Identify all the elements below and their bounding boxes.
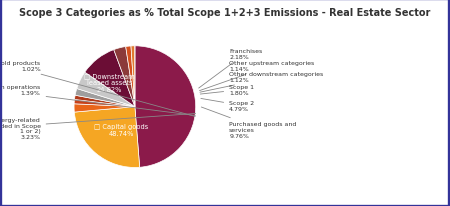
Wedge shape — [131, 47, 135, 107]
Wedge shape — [114, 47, 135, 107]
Wedge shape — [135, 47, 196, 167]
Text: Scope 1
1.80%: Scope 1 1.80% — [200, 85, 254, 96]
Wedge shape — [126, 47, 135, 107]
Text: Franchises
2.18%: Franchises 2.18% — [199, 48, 262, 89]
Wedge shape — [75, 89, 135, 107]
Text: Other downstream categories
1.12%: Other downstream categories 1.12% — [200, 71, 324, 93]
Wedge shape — [85, 50, 135, 107]
Text: Other upstream categories
1.14%: Other upstream categories 1.14% — [199, 61, 315, 91]
Text: Purchased goods and
services
9.76%: Purchased goods and services 9.76% — [201, 108, 297, 138]
Text: □ Capital goods
48.74%: □ Capital goods 48.74% — [94, 124, 148, 137]
Text: Use of sold products
1.02%: Use of sold products 1.02% — [0, 61, 195, 117]
Wedge shape — [74, 107, 140, 168]
Wedge shape — [74, 100, 135, 107]
Text: Scope 3 Categories as % Total Scope 1+2+3 Emissions - Real Estate Sector: Scope 3 Categories as % Total Scope 1+2+… — [19, 8, 431, 18]
Wedge shape — [75, 96, 135, 107]
Text: Fuel-and-energy-related
activities (not included in Scope
1 or 2)
3.23%: Fuel-and-energy-related activities (not … — [0, 114, 196, 139]
Text: □ Downstream
leased assets
24.82%: □ Downstream leased assets 24.82% — [84, 73, 135, 93]
Wedge shape — [77, 73, 135, 107]
Wedge shape — [74, 104, 135, 112]
Text: Waste generated in operations
1.39%: Waste generated in operations 1.39% — [0, 85, 195, 116]
Text: Scope 2
4.79%: Scope 2 4.79% — [201, 99, 254, 111]
